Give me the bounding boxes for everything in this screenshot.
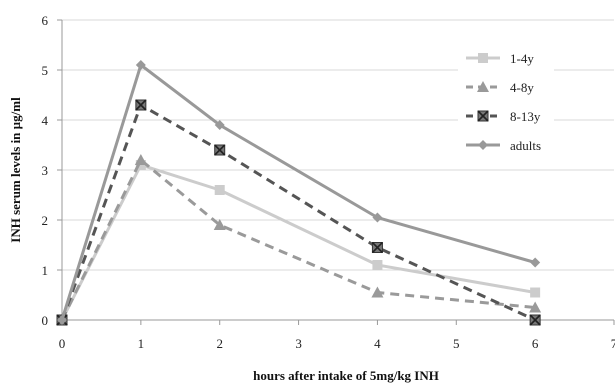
x-tick-label: 2 [216, 336, 223, 351]
series-4-8y [56, 154, 542, 325]
legend-marker-4-8y [477, 81, 489, 92]
x-tick-label: 6 [532, 336, 539, 351]
y-axis-title: INH serum levels in µg/ml [8, 97, 23, 243]
legend-label-8-13y: 8-13y [510, 109, 541, 124]
legend: 1-4y 4-8y 8-13y adults [458, 42, 554, 156]
data-point-1-4y [530, 287, 541, 298]
legend-marker-8-13y-cross-b [477, 110, 489, 122]
data-point-8-13y-cross-b [214, 144, 226, 156]
y-tick-label: 4 [42, 113, 49, 128]
legend-label-4-8y: 4-8y [510, 80, 534, 95]
series-adults [57, 60, 541, 325]
y-tick-label: 5 [42, 63, 49, 78]
data-point-adults [214, 120, 225, 130]
x-tick-label: 7 [611, 336, 615, 351]
data-point-4-8y [134, 154, 147, 165]
x-tick-label: 3 [295, 336, 302, 351]
x-tick-label: 0 [59, 336, 66, 351]
legend-label-1-4y: 1-4y [510, 51, 534, 66]
y-tick-label: 1 [42, 263, 49, 278]
x-axis-title: hours after intake of 5mg/kg INH [253, 368, 439, 383]
data-point-8-13y [135, 99, 147, 111]
data-point-8-13y-cross-b [371, 241, 383, 254]
data-point-adults [530, 257, 541, 268]
data-point-adults [135, 60, 146, 70]
axes: 0 1 2 3 4 5 6 0 1 2 3 4 5 6 7 [42, 13, 615, 351]
data-point-1-4y [372, 260, 383, 270]
x-tick-label: 1 [138, 336, 145, 351]
y-tick-label: 0 [42, 313, 49, 328]
x-tick-label: 5 [453, 336, 460, 351]
series-line-4-8y [60, 157, 536, 321]
legend-box [458, 42, 554, 156]
data-point-4-8y [371, 286, 384, 298]
y-tick-label: 3 [42, 163, 49, 178]
data-point-8-13y-cross-b [135, 99, 147, 111]
data-point-4-8y [529, 301, 542, 313]
legend-label-adults: adults [510, 138, 541, 153]
x-tick-label: 4 [374, 336, 381, 351]
data-point-8-13y [529, 314, 541, 326]
data-point-adults [57, 315, 67, 325]
series-group [56, 60, 542, 326]
data-point-8-13y [371, 241, 383, 254]
y-tick-label: 6 [42, 13, 49, 28]
data-point-1-4y [214, 185, 225, 195]
y-tick-label: 2 [42, 213, 49, 228]
data-point-8-13y [214, 144, 226, 156]
legend-marker-adults [478, 140, 488, 150]
legend-marker-1-4y [478, 53, 488, 63]
data-point-4-8y [213, 219, 226, 230]
data-point-adults [372, 212, 383, 223]
data-point-8-13y-cross-b [529, 314, 541, 326]
legend-marker-8-13y [477, 110, 489, 122]
